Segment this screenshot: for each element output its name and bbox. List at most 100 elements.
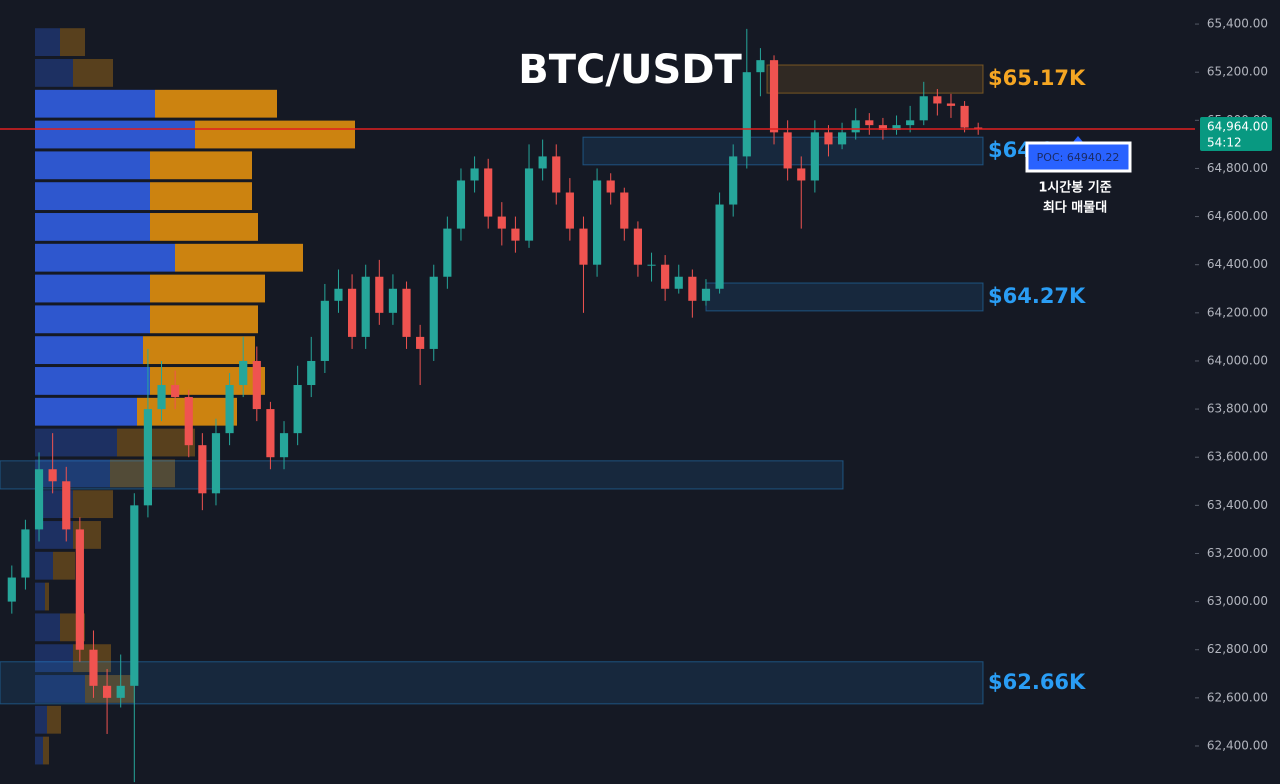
last-price-label: 64,964.00 [1207,119,1268,133]
candle-body [933,96,942,104]
candle-body [688,276,697,301]
profile-buy-bar [35,675,85,703]
candle-body [769,60,779,133]
candle-body [715,204,724,289]
y-tick-label: 63,200.00 [1207,546,1268,560]
profile-buy-bar [35,151,150,180]
candle-body [783,132,792,169]
profile-sell-bar [110,459,175,488]
candle-body [225,385,234,434]
candle-body [348,288,357,337]
candle-body [661,264,670,289]
zone-label: $62.66K [988,670,1086,694]
candle-body [906,120,915,126]
profile-buy-bar [35,582,45,611]
zone [705,282,984,312]
candle-body [198,445,207,494]
candle-body [606,180,615,193]
profile-sell-bar [150,367,265,395]
candle-body [62,481,71,530]
candle-body [293,385,302,434]
profile-buy-bar [35,705,47,734]
candle-body [103,685,112,698]
profile-buy-bar [35,367,150,395]
zone [0,661,984,705]
candle-body [7,577,16,602]
profile-buy-bar [35,182,150,211]
profile-sell-bar [150,213,258,241]
candle-body [184,397,193,446]
profile-sell-bar [175,243,303,272]
profile-sell-bar [60,28,85,57]
candle-body [429,276,438,349]
profile-buy-bar [35,89,155,118]
candle-body [21,529,30,578]
profile-buy-bar [35,274,150,303]
y-tick-label: 64,400.00 [1207,257,1268,271]
candle-body [130,505,139,686]
candle-body [307,360,316,386]
zone-label: $65.17K [988,66,1086,90]
candle-body [361,276,370,337]
profile-buy-bar [35,459,110,488]
profile-buy-bar [35,243,175,272]
y-tick-label: 65,400.00 [1207,17,1268,31]
candle-body [48,469,57,482]
candle-body [565,192,574,229]
candle-body [470,168,479,181]
candle-body [824,132,833,145]
candle-body [416,336,425,349]
y-tick-label: 64,200.00 [1207,305,1268,319]
y-tick-label: 64,000.00 [1207,353,1268,367]
poc-pointer [1073,136,1083,142]
y-tick-label: 63,600.00 [1207,450,1268,464]
candle-body [497,216,506,229]
candle-body [334,288,343,301]
candle-body [579,228,588,265]
profile-buy-bar [35,336,143,365]
y-tick-label: 62,800.00 [1207,642,1268,656]
candle-body [157,385,166,410]
profile-sell-bar [73,490,113,519]
candle-body [171,385,180,398]
candle-body [701,288,711,301]
candle-body [279,433,289,458]
profile-sell-bar [73,59,113,87]
profile-buy-bar [35,551,53,580]
profile-sell-bar [53,551,75,580]
candle-body [674,276,683,289]
zone [0,460,844,490]
candle-body [865,120,874,126]
profile-sell-bar [45,582,49,611]
candle-body [484,168,493,217]
candle-body [402,288,411,337]
profile-buy-bar [35,213,150,241]
zone-label: $64.27K [988,284,1086,308]
profile-sell-bar [150,274,265,303]
y-tick-label: 62,600.00 [1207,690,1268,704]
profile-buy-bar [35,397,137,426]
candle-body [878,125,887,130]
annotation: 최다 매물대 [1043,200,1107,216]
candle-body [252,360,261,410]
profile-buy-bar [35,59,73,87]
profile-sell-bar [47,705,61,734]
candle-body [143,409,152,506]
candle-body [388,288,397,313]
candle-body [797,168,806,181]
candle-body [75,529,84,650]
candle-body [538,156,547,169]
last-price-box [1200,116,1272,151]
y-tick-label: 63,800.00 [1207,402,1268,416]
candle-body [34,469,44,530]
zone [582,136,984,166]
candle-body [647,264,656,266]
candle-body [266,409,275,458]
countdown: 54:12 [1207,135,1242,149]
profile-buy-bar [35,28,60,57]
candle-body [320,300,329,361]
candle-body [511,228,520,241]
zone [766,64,984,94]
